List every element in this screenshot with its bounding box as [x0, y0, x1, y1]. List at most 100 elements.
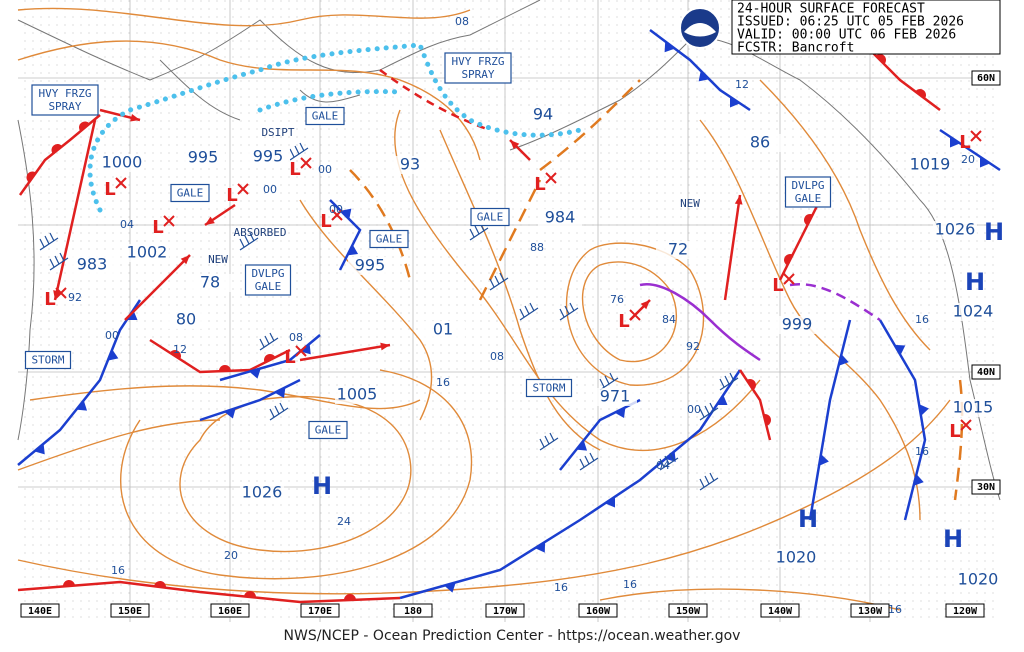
front-symbol — [534, 541, 546, 553]
high-center: H — [984, 218, 1004, 246]
low-center: L — [772, 275, 783, 296]
pressure-label: 995 — [355, 256, 386, 275]
longitude-label: 170W — [493, 606, 518, 617]
low-center-x — [970, 130, 982, 142]
warning-label: GALE — [177, 187, 204, 200]
pressure-label: 995 — [253, 147, 284, 166]
pressure-label-bg — [421, 321, 465, 339]
pressure-label: 984 — [545, 208, 576, 227]
front-symbol — [614, 407, 626, 419]
wind-barb — [489, 272, 509, 291]
isobar-label: 16 — [915, 313, 929, 326]
front-symbol — [169, 350, 181, 360]
pressure-label: 93 — [400, 155, 420, 174]
isobar-label: 04 — [120, 218, 134, 231]
header-box — [731, 0, 1001, 55]
wind-barb — [559, 302, 579, 321]
isobar-label: 00 — [329, 203, 343, 216]
wind-barb — [659, 452, 679, 471]
low-center: L — [104, 179, 115, 200]
movement-arrowhead — [130, 113, 140, 122]
isobar-label: 00 — [687, 403, 701, 416]
pressure-label: 995 — [188, 148, 219, 167]
low-center-x — [237, 183, 249, 195]
front — [738, 369, 772, 441]
freezing-spray-areas — [87, 42, 583, 213]
warning-box — [305, 106, 345, 126]
coastlines — [17, 0, 1001, 501]
latitude-box — [971, 479, 1001, 495]
longitude-box — [393, 603, 433, 618]
warning-box — [170, 183, 210, 203]
pressure-label: 971 — [600, 387, 631, 406]
note-label: NEW — [680, 197, 700, 210]
front-symbol — [63, 580, 75, 587]
isobar-label: 92 — [686, 340, 700, 353]
pressure-label: 1015 — [953, 398, 994, 417]
longitude-box — [945, 603, 985, 618]
longitude-label: 170E — [308, 606, 332, 617]
warning-label: GALE — [315, 424, 342, 437]
low-center-x — [960, 419, 972, 431]
pressure-label-bg — [348, 257, 392, 275]
isobar-label: 92 — [68, 291, 82, 304]
pressure-label-bg — [70, 256, 114, 274]
isobar-label: 16 — [888, 603, 902, 616]
isobar-label: 88 — [530, 241, 544, 254]
high-center: H — [943, 525, 963, 553]
isobar-label: 84 — [662, 313, 676, 326]
low-center: L — [289, 159, 300, 180]
pressure-label-bg — [181, 149, 225, 167]
low-center: L — [152, 217, 163, 238]
longitude-box — [760, 603, 800, 618]
front-symbol — [838, 354, 849, 366]
isobar-label: 16 — [111, 564, 125, 577]
wind-barb — [519, 302, 539, 321]
low-center-x — [55, 287, 67, 299]
front-symbol — [249, 368, 261, 379]
front-symbol — [784, 254, 793, 266]
front-symbol — [763, 414, 771, 426]
pressure-label-bg — [656, 241, 700, 259]
warning-box — [369, 229, 409, 249]
movement-arrow — [124, 254, 191, 321]
isobar-label: 16 — [623, 578, 637, 591]
longitude-label: 130W — [858, 606, 883, 617]
pressure-label-bg — [951, 399, 995, 417]
wind-barb — [259, 332, 279, 351]
wind-barb — [239, 232, 259, 251]
pressure-label: 1005 — [337, 385, 378, 404]
front-symbol — [915, 89, 926, 99]
pressure-label-bg — [956, 571, 1000, 589]
low-center-x — [629, 309, 641, 321]
front-symbol — [224, 408, 236, 419]
pressure-label-bg — [246, 148, 290, 166]
front — [808, 319, 852, 521]
front-symbol — [244, 591, 256, 598]
warning-label: HVY FRZG — [452, 55, 505, 68]
movement-arrowhead — [205, 216, 215, 225]
pressure-label: 1020 — [776, 548, 817, 567]
isobar-label: 00 — [263, 183, 277, 196]
longitude-label: 180 — [404, 606, 422, 617]
wind-barb — [469, 222, 489, 241]
high-center: H — [798, 505, 818, 533]
warning-label: SPRAY — [48, 100, 81, 113]
pressure-label: 1024 — [953, 302, 994, 321]
occluded-front — [789, 282, 881, 322]
pressure-label-bg — [593, 388, 637, 406]
longitude-box — [578, 603, 618, 618]
latitude-box — [971, 364, 1001, 380]
movement-arrow — [299, 343, 391, 362]
header-issued: ISSUED: 06:25 UTC 05 FEB 2026 — [737, 15, 964, 30]
wind-barb — [719, 372, 739, 391]
longitude-box — [20, 603, 60, 618]
pressure-label: 1019 — [910, 155, 951, 174]
front-symbol — [804, 213, 813, 226]
warning-box — [784, 176, 832, 208]
warning-box — [244, 264, 292, 296]
pressure-label: 1020 — [958, 570, 999, 589]
pressure-label-bg — [933, 221, 977, 239]
front — [778, 199, 822, 281]
